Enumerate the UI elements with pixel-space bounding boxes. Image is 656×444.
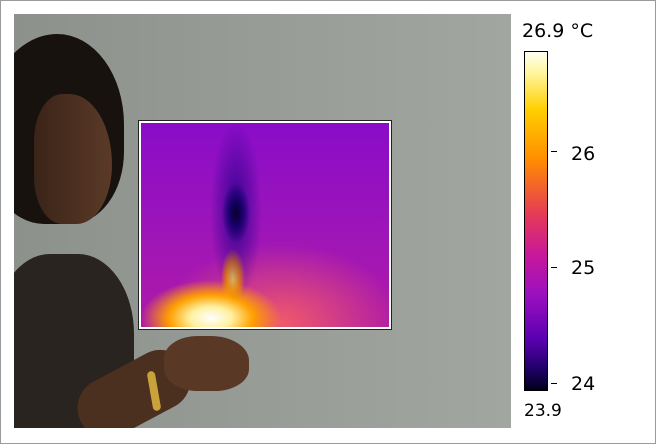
scale-tick-label: 25: [571, 257, 596, 279]
visible-light-photo: [14, 14, 511, 428]
thermal-overlay: [139, 121, 391, 329]
person-face: [34, 94, 112, 224]
scale-tick-label: 26: [571, 143, 596, 165]
scale-tick: [551, 151, 557, 152]
scale-tick: [551, 267, 557, 268]
temperature-min-label: 23.9: [524, 401, 562, 421]
scale-tick-label: 24: [571, 373, 596, 395]
temperature-max-label: 26.9 °C: [522, 20, 594, 42]
scale-tick: [551, 383, 557, 384]
person-hand: [164, 336, 249, 391]
temperature-color-scale: [524, 51, 548, 391]
